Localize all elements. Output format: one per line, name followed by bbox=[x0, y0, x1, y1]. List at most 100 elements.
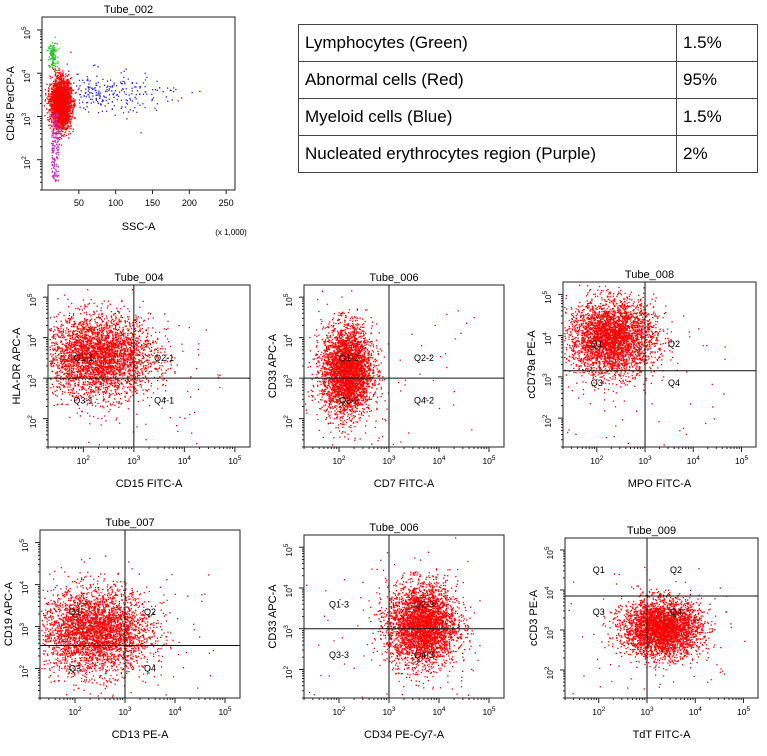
event-lymphocytes bbox=[51, 56, 52, 57]
event-lymphocytes bbox=[55, 62, 56, 63]
event-lymphocytes bbox=[55, 57, 56, 58]
event-lymphocytes bbox=[52, 46, 53, 47]
event-lymphocytes bbox=[55, 43, 56, 44]
event-abnormal-cells bbox=[56, 76, 57, 77]
event-lymphocytes bbox=[51, 64, 52, 65]
event-lymphocytes bbox=[49, 56, 50, 57]
event-abnormal-cells bbox=[79, 99, 80, 100]
event-lymphocytes bbox=[57, 66, 58, 67]
event-lymphocytes bbox=[53, 65, 54, 66]
event-lymphocytes bbox=[53, 62, 54, 63]
event-abnormal-cells bbox=[49, 119, 50, 120]
event-lymphocytes bbox=[57, 57, 58, 58]
event-abnormal-cells bbox=[47, 98, 48, 99]
event-lymphocytes bbox=[54, 47, 55, 48]
event-lymphocytes bbox=[53, 58, 54, 59]
event-lymphocytes bbox=[48, 59, 49, 60]
event-lymphocytes bbox=[57, 43, 58, 44]
plot-1: Tube_002SSC-ACD45 PerCP-A50 100 150 200 250(… bbox=[5, 4, 247, 237]
event-lymphocytes bbox=[55, 37, 56, 38]
event-abnormal-cells bbox=[56, 75, 57, 76]
event-lymphocytes bbox=[50, 45, 51, 46]
event-abnormal-cells bbox=[61, 144, 62, 145]
event-abnormal-cells bbox=[53, 89, 54, 90]
event-lymphocytes bbox=[47, 50, 48, 51]
event-lymphocytes bbox=[51, 48, 52, 49]
event-abnormal-cells bbox=[63, 78, 64, 79]
event-abnormal-cells bbox=[49, 124, 50, 125]
event-abnormal-cells bbox=[45, 93, 46, 94]
plot-frame bbox=[42, 17, 235, 190]
event-lymphocytes bbox=[49, 59, 50, 60]
event-lymphocytes bbox=[54, 55, 55, 56]
event-lymphocytes bbox=[49, 67, 50, 68]
event-abnormal-cells bbox=[69, 91, 70, 92]
event-abnormal-cells bbox=[61, 133, 62, 134]
event-abnormal-cells bbox=[58, 75, 59, 76]
event-abnormal-cells bbox=[62, 70, 63, 71]
event-abnormal-cells bbox=[59, 69, 60, 70]
event-lymphocytes bbox=[52, 42, 53, 43]
event-abnormal-cells bbox=[46, 84, 47, 85]
event-abnormal-cells bbox=[66, 135, 67, 136]
event-abnormal-cells bbox=[45, 94, 46, 95]
event-abnormal-cells bbox=[52, 82, 53, 83]
event-abnormal-cells bbox=[48, 125, 49, 126]
event-abnormal-cells bbox=[48, 94, 49, 95]
event-lymphocytes bbox=[56, 49, 57, 50]
event-abnormal-cells bbox=[65, 118, 66, 119]
event-lymphocytes bbox=[48, 48, 49, 49]
event-abnormal-cells bbox=[49, 83, 50, 84]
event-abnormal-cells bbox=[53, 81, 54, 82]
event-abnormal-cells bbox=[49, 114, 50, 115]
event-lymphocytes bbox=[50, 53, 51, 54]
event-abnormal-cells bbox=[59, 144, 60, 145]
event-lymphocytes bbox=[55, 66, 56, 67]
event-abnormal-cells bbox=[70, 133, 71, 134]
event-abnormal-cells bbox=[73, 109, 74, 110]
event-lymphocytes bbox=[50, 54, 51, 55]
event-abnormal-cells bbox=[49, 94, 50, 95]
event-lymphocytes bbox=[58, 48, 59, 49]
event-lymphocytes bbox=[57, 61, 58, 62]
event-abnormal-cells bbox=[73, 129, 74, 130]
event-abnormal-cells bbox=[48, 93, 49, 94]
event-abnormal-cells bbox=[73, 105, 74, 106]
event-lymphocytes bbox=[50, 48, 51, 49]
event-abnormal-cells bbox=[50, 127, 51, 128]
event-lymphocytes bbox=[53, 51, 54, 52]
event-abnormal-cells bbox=[70, 86, 71, 87]
event-abnormal-cells bbox=[73, 82, 74, 83]
event-lymphocytes bbox=[55, 51, 56, 52]
event-abnormal-cells bbox=[70, 128, 71, 129]
event-lymphocytes bbox=[52, 60, 53, 61]
event-abnormal-cells bbox=[71, 91, 72, 92]
event-abnormal-cells bbox=[58, 68, 59, 69]
event-abnormal-cells bbox=[59, 78, 60, 79]
event-abnormal-cells bbox=[44, 105, 45, 106]
event-lymphocytes bbox=[53, 48, 54, 49]
event-abnormal-cells bbox=[68, 90, 69, 91]
event-lymphocytes bbox=[56, 70, 57, 71]
event-abnormal-cells bbox=[55, 69, 56, 70]
event-abnormal-cells bbox=[69, 82, 70, 83]
event-abnormal-cells bbox=[58, 70, 59, 71]
event-lymphocytes bbox=[54, 43, 55, 44]
event-abnormal-cells bbox=[72, 113, 73, 114]
flow-cytometry-figure: Tube_002SSC-ACD45 PerCP-A50 100 150 200 250(… bbox=[0, 0, 767, 756]
event-lymphocytes bbox=[53, 54, 54, 55]
event-abnormal-cells bbox=[67, 63, 68, 64]
event-abnormal-cells bbox=[52, 77, 53, 78]
event-abnormal-cells bbox=[68, 127, 69, 128]
event-abnormal-cells bbox=[62, 135, 63, 136]
event-abnormal-cells bbox=[50, 78, 51, 79]
event-lymphocytes bbox=[55, 59, 56, 60]
event-abnormal-cells bbox=[79, 103, 80, 104]
event-lymphocytes bbox=[51, 49, 52, 50]
event-abnormal-cells bbox=[53, 69, 54, 70]
event-lymphocytes bbox=[48, 50, 49, 51]
event-abnormal-cells bbox=[47, 117, 48, 118]
event-abnormal-cells bbox=[54, 71, 55, 72]
event-abnormal-cells bbox=[46, 103, 47, 104]
event-lymphocytes bbox=[57, 63, 58, 64]
